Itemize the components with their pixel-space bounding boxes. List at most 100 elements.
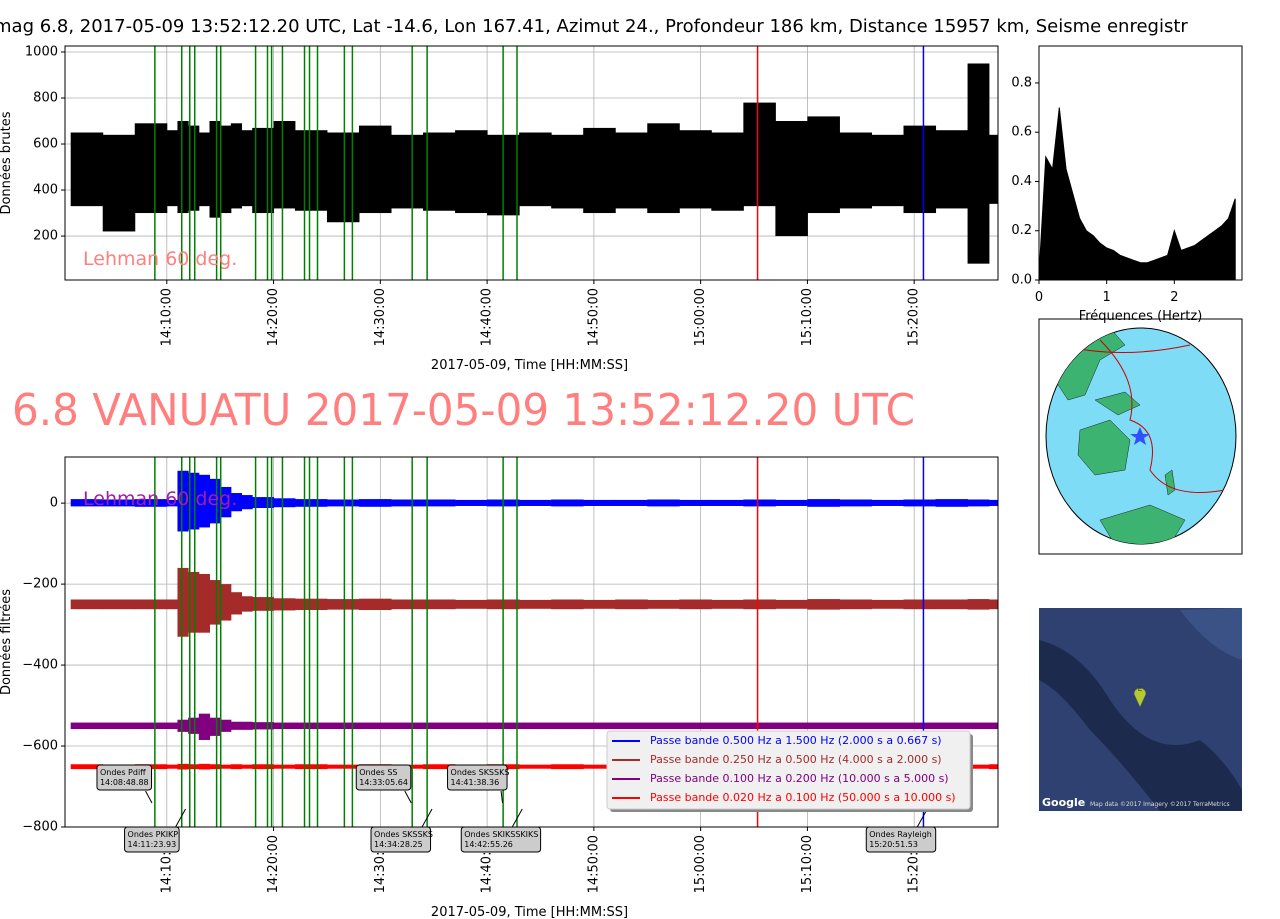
signal-band [358, 722, 392, 730]
signal-band [647, 499, 680, 507]
signal-band [294, 598, 328, 611]
signal-band [807, 722, 840, 730]
signal-band [583, 764, 616, 769]
signal-band [166, 764, 178, 769]
signal-band [423, 599, 456, 610]
signal-band [519, 722, 552, 730]
signal-band [102, 599, 136, 610]
signal-band [615, 132, 648, 209]
signal-band [358, 598, 392, 611]
signal-band [70, 132, 104, 207]
chart-headline: 6.8 VANUATU 2017-05-09 13:52:12.20 UTC [12, 385, 915, 436]
annotation-arrow [500, 790, 504, 804]
signal-band [423, 132, 456, 211]
signal-band [679, 499, 712, 506]
x-tick-label: 15:10:00 [800, 288, 815, 346]
signal-band [252, 722, 275, 730]
y-tick-label: −600 [22, 739, 58, 754]
x-axis-label: 2017-05-09, Time [HH:MM:SS] [431, 905, 628, 919]
annotation-time: 14:34:28.25 [374, 840, 423, 849]
signal-band [230, 493, 243, 512]
signal-band [241, 596, 253, 612]
signal-band [188, 764, 200, 770]
signal-band [551, 499, 584, 507]
annotation-label: Ondes Rayleigh [869, 830, 932, 839]
signal-band [220, 764, 232, 769]
y-axis-label: Données brutes [0, 111, 14, 214]
y-tick-label: 0.2 [1011, 223, 1032, 238]
plot-area [1038, 107, 1236, 281]
annotation-arrow [404, 790, 412, 804]
signal-band [188, 571, 200, 633]
globe-land [1046, 328, 1186, 544]
signal-band [775, 599, 808, 609]
signal-band [220, 486, 232, 518]
signal-band [615, 722, 648, 730]
signal-band [391, 722, 424, 730]
signal-band [871, 599, 905, 609]
annotation-label: Ondes SKSSKS [374, 830, 433, 839]
annotation: Lehman 60 deg. [83, 248, 237, 270]
annotation-label: Ondes SKSSKS [451, 768, 510, 777]
signal-band [252, 127, 275, 214]
annotation-time: 15:20:51.53 [869, 840, 918, 849]
signal-band [241, 130, 253, 207]
epicenter-star [1130, 427, 1150, 445]
signal-band [935, 499, 969, 507]
annotation-box [370, 826, 432, 853]
signal-band [743, 722, 776, 730]
signal-band [230, 592, 243, 615]
annotation-arrow [511, 808, 523, 828]
y-tick-label: −800 [22, 820, 58, 835]
annotation-label: Ondes SS [359, 768, 397, 777]
signal-band [391, 134, 424, 209]
legend-label: Passe bande 0.250 Hz a 0.500 Hz (4.000 s… [650, 753, 942, 766]
signal-band [198, 763, 210, 770]
signal-band [743, 102, 776, 207]
signal-band [70, 499, 104, 507]
signal-band [220, 584, 232, 621]
annotation-time: 14:42:55.26 [464, 840, 513, 849]
y-tick-label: −400 [22, 658, 58, 673]
signal-band [294, 764, 328, 770]
y-axis-label: Données filtrées [0, 589, 14, 695]
x-tick-label: 15:10:00 [800, 835, 815, 893]
signal-band [273, 498, 296, 508]
annotation-time: 14:11:23.93 [128, 840, 177, 849]
signal-band [455, 599, 488, 609]
trench [1039, 640, 1242, 811]
signal-band [647, 599, 680, 609]
signal-band [252, 764, 275, 770]
signal-band [70, 599, 104, 610]
signal-band [455, 130, 488, 214]
signal-band [134, 599, 168, 610]
signal-band [209, 478, 221, 524]
signal-band [294, 499, 328, 507]
x-axis-label: Fréquences (Hertz) [1079, 309, 1203, 324]
chart: 14:10:00 14:20:00 14:30:00 14:40:00 14:50:00… [0, 16, 1188, 373]
signal-band [711, 499, 744, 506]
x-tick-label: 14:50:00 [586, 835, 601, 893]
signal-band [839, 132, 872, 209]
y-tick-label: 0.8 [1011, 75, 1032, 90]
x-tick-label: 15:00:00 [693, 288, 708, 346]
signal-band [209, 580, 221, 625]
signal-band [177, 719, 189, 732]
signal-band [711, 132, 744, 211]
signal-band [903, 499, 937, 507]
annotation-box [460, 826, 542, 853]
x-tick-label: 1 [1103, 290, 1111, 305]
annotation-arrow [175, 808, 186, 828]
map-pin [1133, 687, 1147, 708]
signal-band [839, 499, 872, 507]
signal-band [209, 764, 221, 770]
signal-band [230, 764, 243, 770]
signal-band [967, 764, 990, 769]
spectrum-area [1038, 107, 1236, 281]
signal-band [935, 599, 969, 610]
signal-band [743, 499, 776, 507]
signal-band [519, 599, 552, 609]
signal-band [967, 599, 990, 610]
signal-band [551, 764, 584, 770]
